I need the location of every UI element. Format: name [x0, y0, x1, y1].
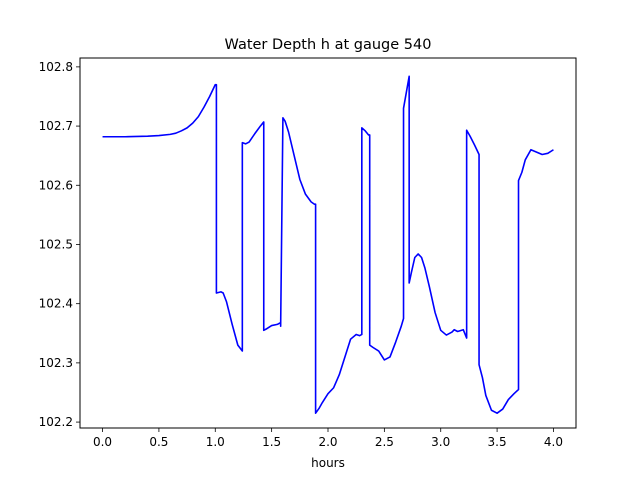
- x-tick-label: 0.0: [93, 435, 112, 449]
- x-tick-label: 4.0: [544, 435, 563, 449]
- y-axis-ticks: 102.2 102.3 102.4 102.5 102.6 102.7 102.8: [39, 60, 80, 429]
- series-line: [102, 75, 554, 414]
- x-tick-label: 2.0: [318, 435, 337, 449]
- y-tick-label: 102.5: [39, 237, 73, 251]
- chart-title: Water Depth h at gauge 540: [225, 37, 432, 53]
- x-tick-label: 3.0: [431, 435, 450, 449]
- y-tick-label: 102.2: [39, 415, 73, 429]
- x-tick-label: 2.5: [375, 435, 394, 449]
- x-tick-label: 0.5: [149, 435, 168, 449]
- y-tick-label: 102.8: [39, 60, 73, 74]
- x-axis-label: hours: [311, 456, 345, 470]
- y-tick-label: 102.6: [39, 178, 73, 192]
- x-tick-label: 1.5: [262, 435, 281, 449]
- y-tick-label: 102.4: [39, 297, 73, 311]
- x-tick-label: 3.5: [488, 435, 507, 449]
- plot-area-frame: [79, 57, 577, 429]
- x-tick-label: 1.0: [206, 435, 225, 449]
- x-axis-ticks: 0.0 0.5 1.0 1.5 2.0 2.5 3.0 3.5 4.0: [93, 428, 563, 449]
- y-tick-label: 102.3: [39, 356, 73, 370]
- y-tick-label: 102.7: [39, 119, 73, 133]
